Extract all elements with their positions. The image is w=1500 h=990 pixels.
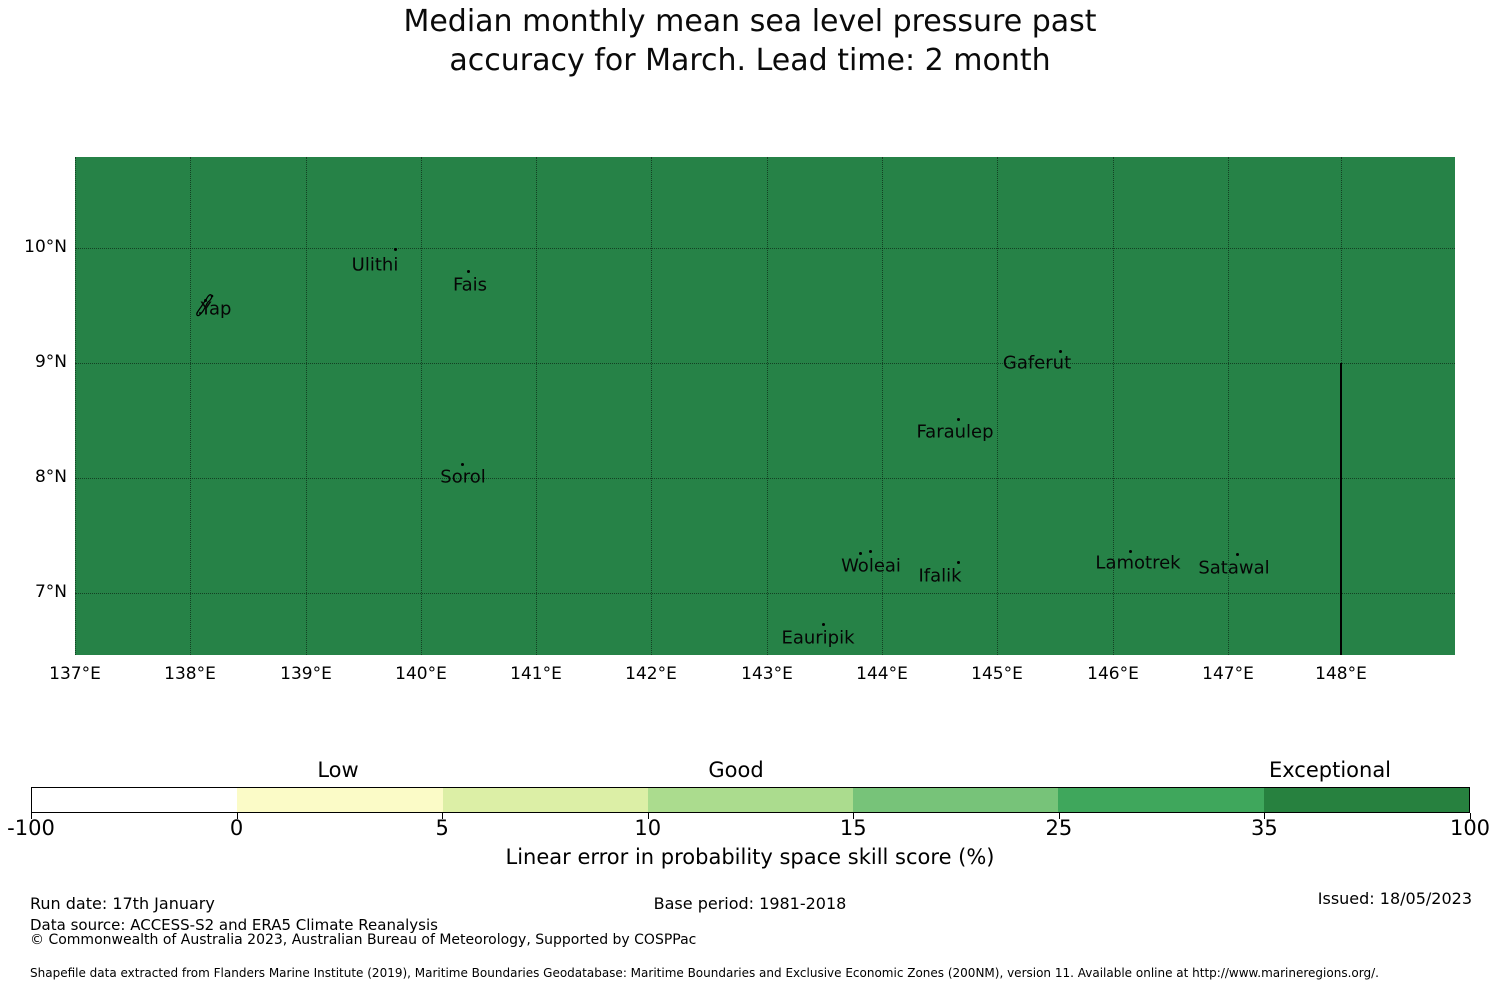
island-marker (461, 463, 464, 466)
island-marker (1059, 350, 1062, 353)
colorbar-segment (853, 788, 1059, 812)
colorbar-tick (442, 813, 444, 819)
island-label: Ulithi (351, 254, 399, 276)
maritime-boundary-line (1340, 363, 1342, 655)
colorbar-segment (32, 788, 238, 812)
island-label: Sorol (440, 466, 486, 488)
colorbar-axis-label: Linear error in probability space skill … (505, 845, 995, 869)
longitude-gridline (1228, 157, 1229, 655)
longitude-tick-label: 138°E (164, 664, 216, 684)
island-label: Ifalik (918, 565, 962, 587)
run-date-text: Run date: 17th January (30, 894, 215, 913)
island-marker (957, 418, 960, 421)
colorbar-segment (237, 788, 443, 812)
colorbar-tick-label: 15 (839, 816, 867, 840)
longitude-gridline (306, 157, 307, 655)
colorbar-segment (647, 788, 854, 812)
longitude-tick-label: 141°E (510, 664, 562, 684)
island-marker (467, 270, 470, 273)
longitude-gridline (651, 157, 652, 655)
longitude-tick-label: 142°E (625, 664, 677, 684)
longitude-gridline (190, 157, 191, 655)
issued-date-text: Issued: 18/05/2023 (1317, 889, 1472, 908)
longitude-gridline (882, 157, 883, 655)
island-marker (859, 552, 862, 555)
longitude-gridline (75, 157, 76, 655)
colorbar-tick-label: 35 (1251, 816, 1278, 840)
island-label: Fais (452, 274, 488, 296)
colorbar-category-label: Good (708, 758, 764, 782)
colorbar-tick (1058, 813, 1060, 819)
island-marker (1129, 550, 1132, 553)
longitude-tick-label: 140°E (395, 664, 447, 684)
base-period-text: Base period: 1981-2018 (653, 894, 847, 913)
latitude-tick-label: 8°N (34, 467, 67, 487)
island-label: Faraulep (916, 421, 994, 443)
island-label: Gaferut (1002, 352, 1072, 374)
colorbar-tick (1470, 813, 1471, 819)
latitude-gridline (75, 478, 1455, 479)
longitude-tick-label: 147°E (1202, 664, 1254, 684)
colorbar-tick (647, 813, 649, 819)
island-label: Lamotrek (1095, 552, 1181, 574)
colorbar-tick-label: 5 (435, 816, 449, 840)
longitude-tick-label: 139°E (280, 664, 332, 684)
longitude-gridline (421, 157, 422, 655)
shapefile-note: Shapefile data extracted from Flanders M… (30, 966, 1379, 980)
longitude-tick-label: 143°E (741, 664, 793, 684)
copyright-text: © Commonwealth of Australia 2023, Austra… (30, 932, 697, 948)
title-line-2: accuracy for March. Lead time: 2 month (449, 43, 1051, 78)
island-label: Woleai (841, 555, 901, 577)
colorbar-tick-label: 0 (229, 816, 244, 840)
colorbar-tick-label: 100 (1449, 816, 1491, 840)
colorbar-category-label: Exceptional (1268, 758, 1392, 782)
colorbar (31, 787, 1470, 813)
island-outline (195, 292, 217, 320)
latitude-gridline (75, 363, 1455, 364)
island-marker (869, 550, 872, 553)
colorbar-category-label: Low (317, 758, 359, 782)
colorbar-tick-label: 25 (1045, 816, 1073, 840)
colorbar-tick (236, 813, 238, 819)
longitude-gridline (1113, 157, 1114, 655)
longitude-gridline (536, 157, 537, 655)
colorbar-segment (442, 788, 648, 812)
island-label: Satawal (1198, 557, 1270, 579)
island-marker (957, 561, 960, 564)
longitude-gridline (997, 157, 998, 655)
colorbar-segment (1058, 788, 1264, 812)
island-marker (394, 248, 397, 251)
latitude-tick-label: 9°N (34, 352, 67, 372)
colorbar-tick-label: -100 (7, 816, 55, 840)
longitude-tick-label: 146°E (1087, 664, 1139, 684)
colorbar-tick (853, 813, 855, 819)
island-label: Yap (200, 298, 232, 320)
colorbar-tick (1264, 813, 1266, 819)
figure-title: Median monthly mean sea level pressure p… (0, 2, 1500, 80)
colorbar-tick (31, 813, 32, 819)
colorbar-tick-label: 10 (634, 816, 662, 840)
longitude-tick-label: 137°E (49, 664, 101, 684)
map-area: Yap Ulithi Fais Sorol Gaferut Faraulep Woleai I… (75, 157, 1455, 655)
data-source-text: Data source: ACCESS-S2 and ERA5 Climate … (30, 916, 438, 934)
longitude-tick-label: 148°E (1315, 664, 1367, 684)
latitude-tick-label: 7°N (34, 582, 67, 602)
latitude-tick-label: 10°N (24, 237, 67, 257)
colorbar-segment (1263, 788, 1469, 812)
island-label: Eauripik (781, 627, 855, 649)
island-marker (822, 623, 825, 626)
title-line-1: Median monthly mean sea level pressure p… (403, 4, 1097, 39)
latitude-gridline (75, 248, 1455, 249)
island-marker (1236, 553, 1239, 556)
longitude-tick-label: 145°E (971, 664, 1023, 684)
longitude-tick-label: 144°E (856, 664, 908, 684)
latitude-gridline (75, 593, 1455, 594)
longitude-gridline (767, 157, 768, 655)
